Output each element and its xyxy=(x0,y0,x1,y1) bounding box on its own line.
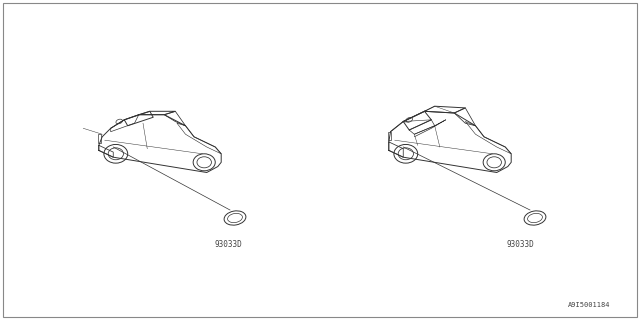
Bar xyxy=(388,132,390,140)
Bar xyxy=(98,134,100,143)
Text: 93033D: 93033D xyxy=(506,240,534,249)
Text: 93033D: 93033D xyxy=(214,240,242,249)
Text: A9I5001184: A9I5001184 xyxy=(568,302,610,308)
